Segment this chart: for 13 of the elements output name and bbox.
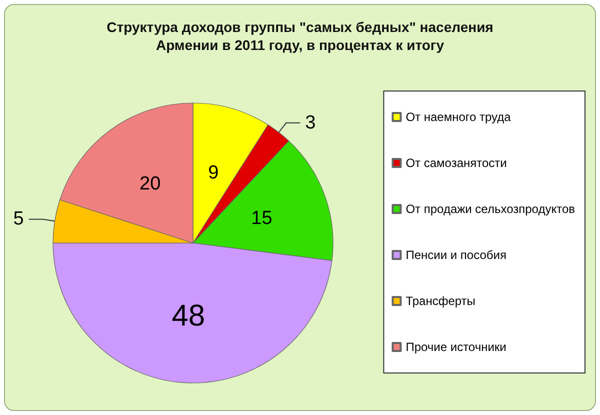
data-label: 20 <box>140 173 161 194</box>
legend-label: От самозанятости <box>406 156 507 170</box>
data-label: 15 <box>251 208 272 229</box>
data-label: 3 <box>305 112 316 134</box>
legend-label: Трансферты <box>406 294 476 308</box>
data-label: 9 <box>208 162 219 184</box>
legend-label: Пенсии и пособия <box>406 248 506 262</box>
legend-label: От продажи сельхозпродуктов <box>406 202 576 216</box>
legend-label: Прочие источники <box>406 340 506 354</box>
legend-label: От наемного труда <box>406 110 512 124</box>
data-label: 48 <box>172 299 206 332</box>
chart-title: Структура доходов группы "самых бедных" населения Армении в 2011 году, в процентах к итогу <box>106 19 494 53</box>
data-label: 5 <box>13 208 24 230</box>
